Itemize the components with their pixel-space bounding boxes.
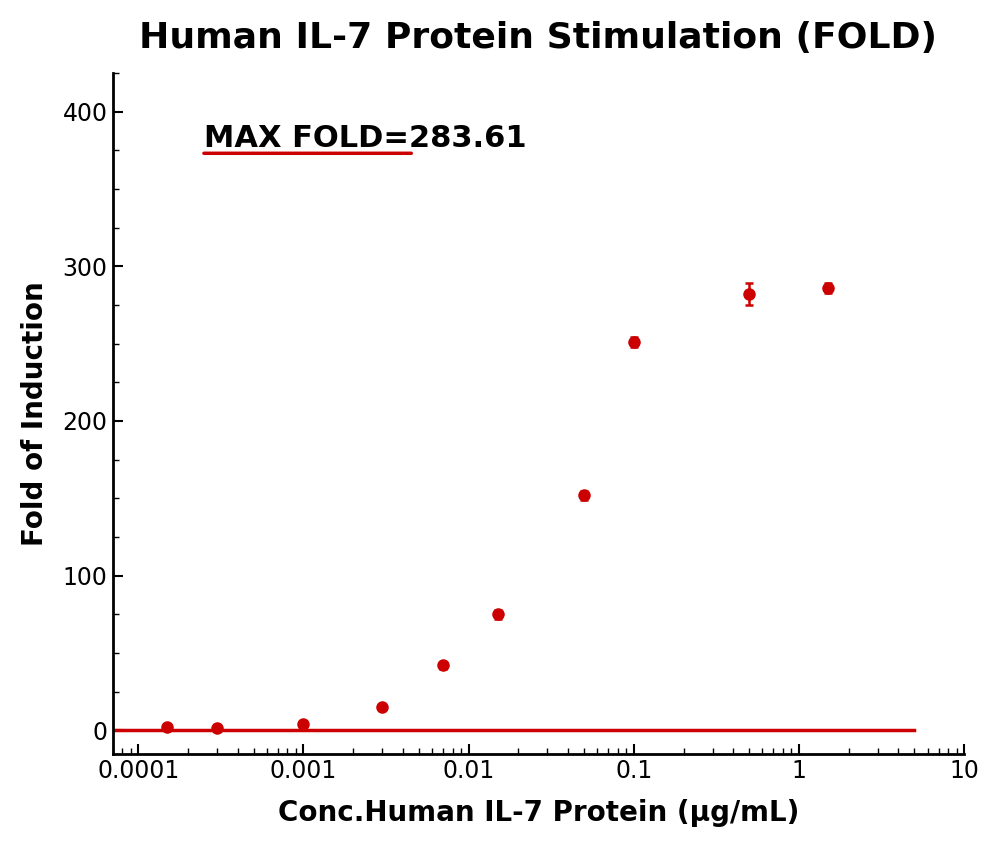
X-axis label: Conc.Human IL-7 Protein (μg/mL): Conc.Human IL-7 Protein (μg/mL) xyxy=(278,799,799,827)
Title: Human IL-7 Protein Stimulation (FOLD): Human IL-7 Protein Stimulation (FOLD) xyxy=(139,21,937,55)
Text: MAX FOLD=283.61: MAX FOLD=283.61 xyxy=(204,124,527,153)
Y-axis label: Fold of Induction: Fold of Induction xyxy=(21,281,49,545)
